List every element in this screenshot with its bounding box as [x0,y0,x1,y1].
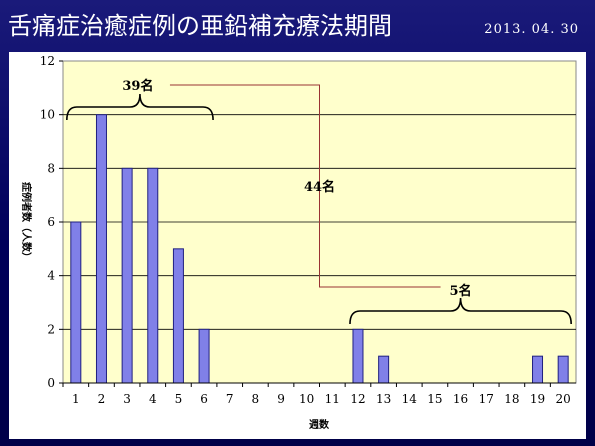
x-tick-label: 8 [252,392,260,406]
y-tick-label: 0 [47,376,55,390]
bar [172,248,184,384]
y-axis-label: 症例者数（人数） [20,182,33,262]
x-tick-label: 17 [479,392,494,406]
bar [352,328,364,384]
x-tick-label: 7 [226,392,234,406]
x-tick-label: 4 [149,392,157,406]
x-tick-label: 11 [325,392,340,406]
x-axis-label: 週数 [309,418,330,431]
bar [95,114,107,384]
group2-label: 5名 [450,283,472,299]
bar [378,355,390,384]
x-tick-label: 6 [200,392,208,406]
x-tick-label: 12 [350,392,365,406]
x-tick-label: 19 [530,392,545,406]
connector-line [169,84,441,288]
brace-group1 [66,93,214,121]
slide-title: 舌痛症治癒症例の亜鉛補充療法期間 [8,12,392,40]
x-tick-label: 1 [72,392,80,406]
bar [198,328,210,384]
x-tick-label: 5 [175,392,183,406]
bar [121,167,133,384]
y-tick-label: 4 [47,269,55,283]
group1-label: 39名 [122,78,153,94]
x-tick-label: 9 [277,392,285,406]
slide-date: 2013. 04. 30 [484,22,579,37]
total-label: 44名 [304,179,335,195]
x-tick-label: 18 [504,392,519,406]
x-tick-label: 3 [123,392,131,406]
x-tick-label: 15 [427,392,442,406]
bar [532,355,544,384]
y-tick-label: 10 [40,108,55,122]
x-tick-label: 16 [453,392,468,406]
x-tick-label: 20 [556,392,571,406]
x-tick-label: 10 [299,392,314,406]
y-tick-label: 2 [47,322,55,336]
bar [557,355,569,384]
y-tick-label: 12 [40,54,55,68]
y-tick-label: 8 [47,161,55,175]
x-tick-label: 2 [98,392,106,406]
bar [147,167,159,384]
chart-panel: 0 2 4 6 8 10 12 1 2 3 4 5 6 7 8 9 10 11 12 13 14 15 16 17 18 19 2… [9,52,586,439]
bar [70,221,82,384]
x-tick-label: 13 [376,392,391,406]
brace-group2 [349,297,572,325]
y-tick-label: 6 [47,215,55,229]
x-tick-label: 14 [402,392,418,406]
